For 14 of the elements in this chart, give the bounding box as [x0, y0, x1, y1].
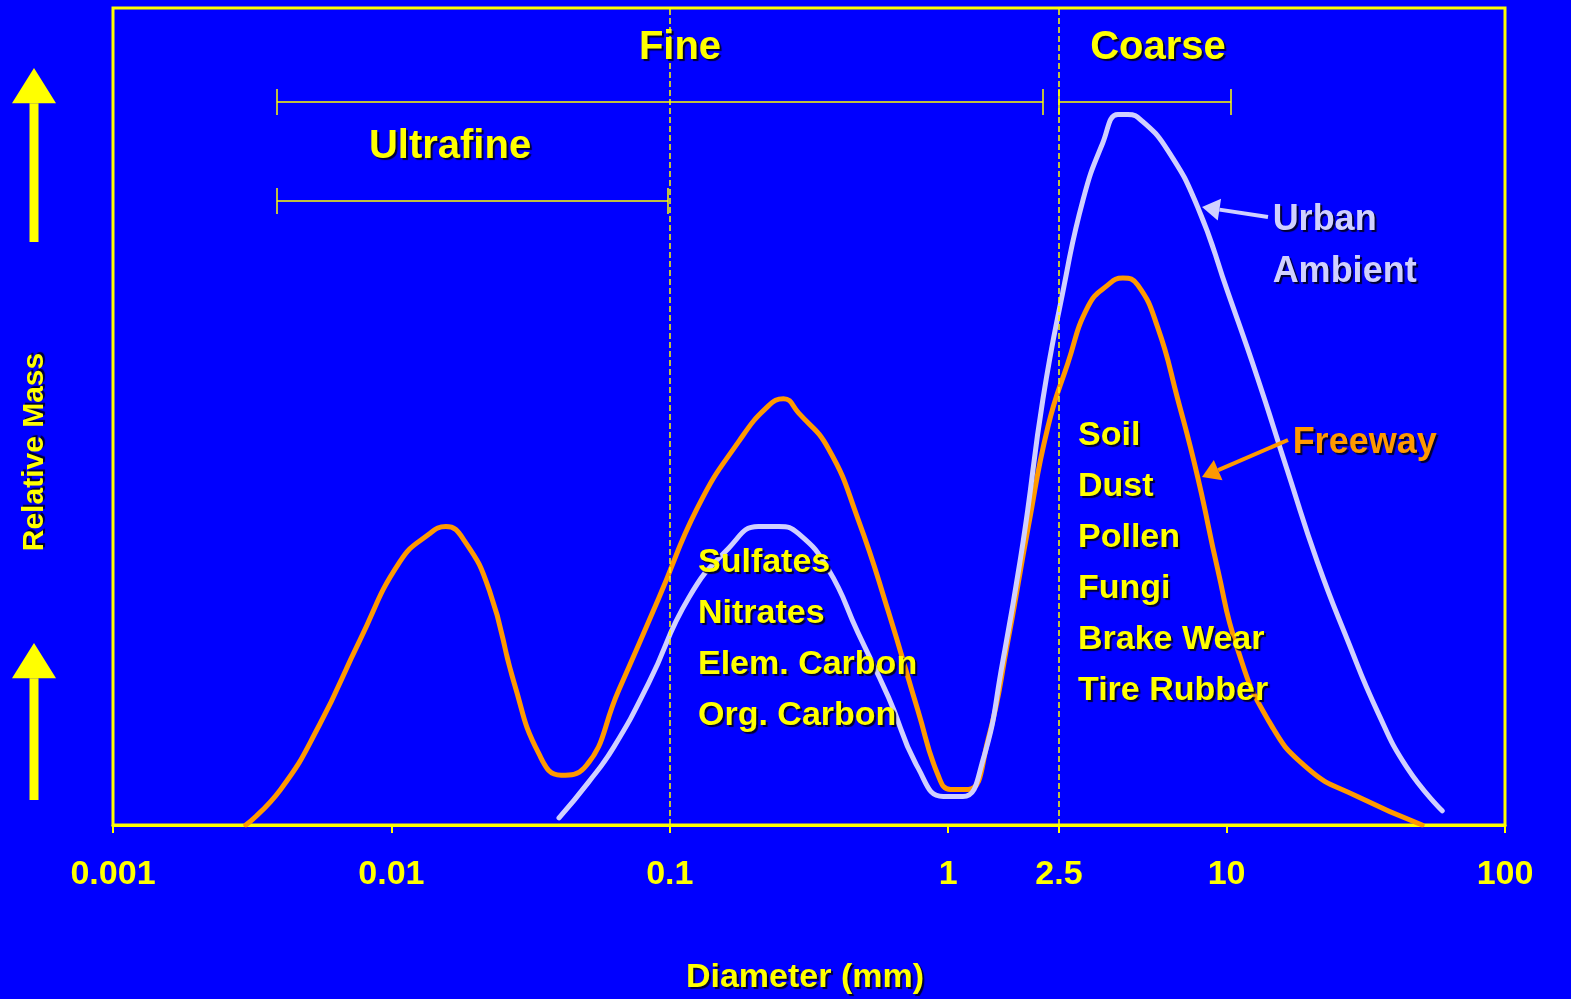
legend-label: Freeway [1292, 418, 1438, 463]
text: Fine [638, 22, 722, 68]
text: Coarse [1090, 22, 1226, 68]
x-tick-label: 0.001 [70, 853, 156, 891]
x-tick-label: 1 [938, 853, 958, 891]
x-tick-label: 2.5 [1035, 853, 1083, 891]
annotation: Ultrafine [368, 121, 532, 167]
x-tick-label: 10 [1207, 853, 1246, 891]
y-axis-title: Relative Mass [16, 352, 50, 552]
x-tick-label: 0.1 [646, 853, 694, 891]
x-axis-title: Diameter (mm) [685, 955, 925, 995]
x-tick-label: 100 [1476, 853, 1534, 891]
x-tick-label: 0.01 [358, 853, 425, 891]
legend-label: Urban Ambient [1272, 195, 1418, 292]
